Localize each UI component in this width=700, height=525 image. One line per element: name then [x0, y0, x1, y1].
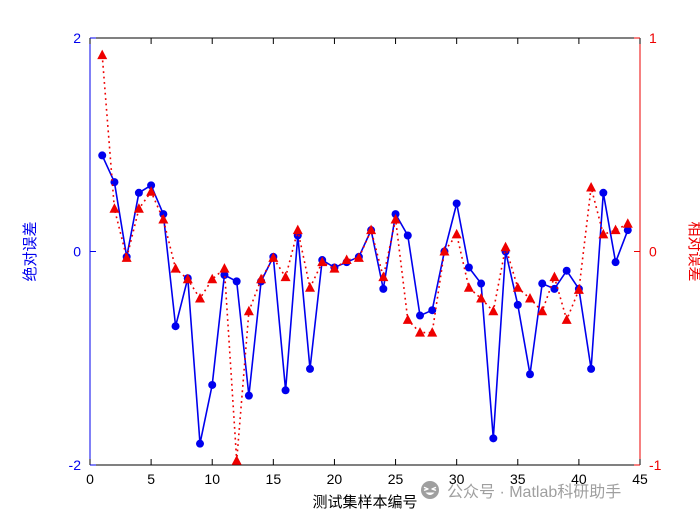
y-right-tick-label: -1	[649, 457, 662, 473]
data-point-marker	[220, 270, 229, 279]
x-tick-label: 40	[571, 471, 587, 487]
data-point-marker	[390, 213, 401, 224]
x-tick-label: 0	[86, 471, 94, 487]
data-point-marker	[476, 292, 487, 303]
data-point-marker	[329, 263, 340, 273]
data-point-marker	[538, 279, 547, 288]
data-point-marker	[611, 258, 620, 267]
data-point-marker	[573, 284, 584, 294]
data-point-marker	[415, 327, 425, 337]
emoji-face-icon	[420, 480, 440, 500]
data-point-marker	[537, 305, 548, 316]
data-point-marker	[526, 370, 534, 379]
data-point-marker	[171, 322, 180, 331]
data-point-marker	[243, 305, 254, 316]
data-point-marker	[512, 282, 523, 292]
data-point-marker	[146, 186, 157, 196]
x-tick-label: 45	[632, 471, 648, 487]
x-tick-label: 25	[388, 471, 404, 487]
data-point-marker	[598, 228, 609, 239]
x-tick-label: 15	[266, 471, 282, 487]
data-point-marker	[451, 228, 462, 239]
data-point-marker	[561, 314, 572, 324]
data-point-marker	[256, 273, 267, 284]
series-line-right	[101, 55, 629, 461]
data-point-marker	[402, 314, 413, 324]
data-point-marker	[280, 271, 291, 282]
data-point-marker	[147, 181, 156, 190]
data-point-marker	[219, 263, 230, 273]
data-point-marker	[281, 386, 290, 395]
data-point-marker	[207, 273, 218, 284]
data-point-marker	[452, 199, 461, 208]
data-point-marker	[182, 273, 193, 284]
series-line-left	[101, 155, 629, 444]
data-point-marker	[464, 263, 473, 272]
data-point-marker	[439, 246, 450, 256]
data-point-marker	[231, 455, 242, 465]
y-left-tick-label: 0	[73, 244, 81, 260]
data-point-marker	[196, 439, 204, 448]
data-point-marker	[463, 282, 474, 292]
data-point-marker	[292, 224, 303, 235]
watermark-text: 公众号 · Matlab科研助手	[447, 484, 622, 501]
data-point-marker	[416, 311, 424, 320]
data-point-marker	[513, 300, 522, 309]
data-point-marker	[562, 266, 571, 275]
watermark: 公众号 · Matlab科研助手	[420, 478, 621, 502]
data-point-marker	[208, 380, 217, 389]
data-point-marker	[525, 292, 535, 303]
y-left-tick-label: -2	[69, 457, 82, 473]
data-point-marker	[379, 284, 388, 293]
data-point-marker	[500, 241, 511, 252]
x-tick-label: 20	[327, 471, 343, 487]
data-point-marker	[133, 203, 144, 213]
y-left-tick-label: 2	[73, 30, 81, 46]
data-point-marker	[109, 203, 120, 213]
y-right-axis-label: 相对误差	[686, 221, 700, 281]
y-right-tick-label: 1	[649, 30, 657, 46]
x-axis-label: 测试集样本编号	[312, 494, 417, 511]
data-point-marker	[549, 271, 560, 282]
data-point-marker	[428, 306, 437, 315]
data-point-marker	[427, 327, 438, 337]
data-point-marker	[366, 224, 377, 235]
data-point-marker	[306, 364, 314, 373]
data-point-marker	[97, 49, 108, 60]
data-point-marker	[587, 364, 596, 373]
data-point-marker	[121, 252, 132, 262]
data-point-marker	[170, 263, 181, 273]
data-point-marker	[623, 226, 632, 235]
data-point-marker	[305, 282, 315, 292]
y-left-axis-label: 绝对误差	[22, 221, 39, 281]
y-right-tick-label: 0	[649, 244, 657, 260]
x-tick-label: 10	[204, 471, 220, 487]
data-point-marker	[341, 254, 352, 265]
data-point-marker	[353, 252, 364, 262]
data-point-marker	[268, 252, 279, 262]
data-point-marker	[378, 271, 389, 282]
x-tick-label: 35	[510, 471, 526, 487]
data-point-marker	[232, 277, 241, 286]
data-point-marker	[550, 284, 559, 293]
data-point-marker	[488, 305, 499, 316]
data-point-marker	[195, 292, 205, 303]
data-point-marker	[586, 181, 597, 192]
data-point-marker	[317, 256, 328, 267]
data-point-marker	[158, 213, 169, 224]
data-point-marker	[403, 231, 412, 240]
data-point-marker	[98, 151, 107, 160]
data-point-marker	[477, 279, 486, 288]
data-point-marker	[599, 188, 608, 197]
data-point-marker	[489, 434, 498, 443]
data-point-marker	[244, 391, 253, 400]
data-point-marker	[622, 218, 633, 228]
data-point-marker	[610, 224, 621, 235]
data-point-marker	[134, 188, 143, 197]
x-tick-label: 5	[147, 471, 155, 487]
x-tick-label: 30	[449, 471, 465, 487]
